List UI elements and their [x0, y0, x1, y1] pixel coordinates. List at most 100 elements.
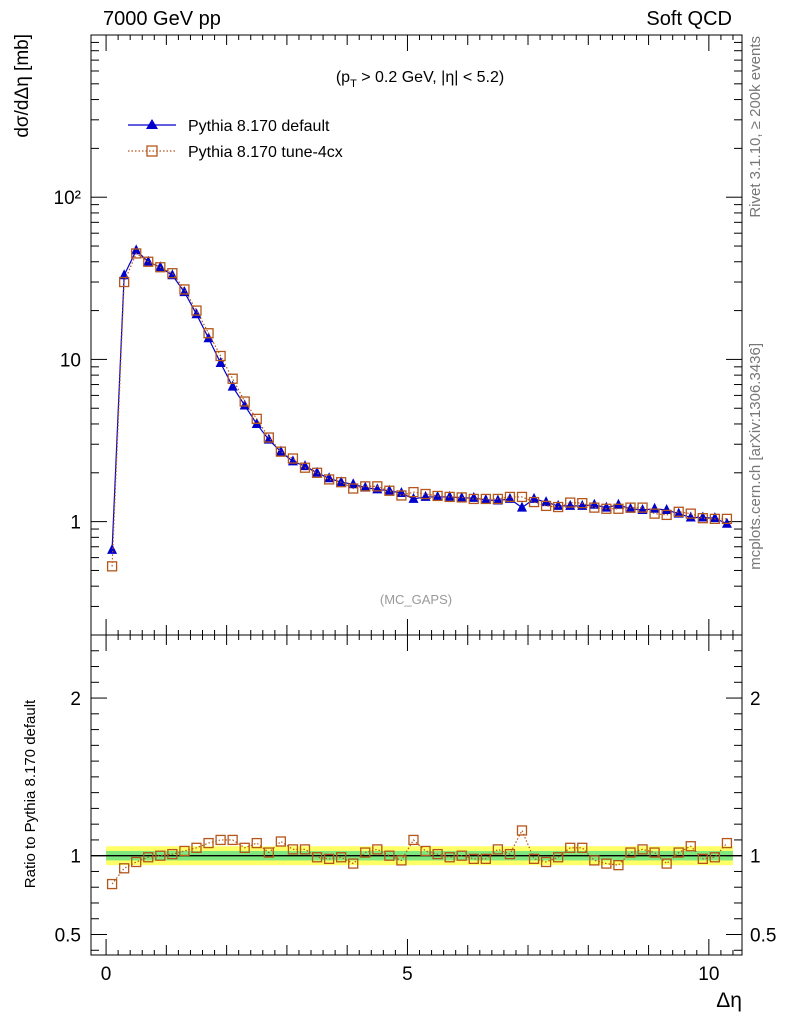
ratio-marker — [263, 847, 274, 858]
marker-tune — [601, 503, 612, 514]
marker-tune — [251, 413, 262, 425]
marker-tune — [167, 268, 178, 279]
ratio-marker — [613, 859, 624, 871]
series-line-0 — [111, 249, 728, 550]
marker-tune — [372, 481, 383, 492]
ratio-marker — [444, 852, 455, 863]
marker-default — [107, 543, 118, 554]
ratio-marker — [336, 852, 347, 863]
marker-tune — [709, 513, 721, 525]
series-main — [106, 244, 733, 572]
axis-ticks: 0 5 10 1 10 10² 0.5 0.5 1 1 2 2 — [54, 35, 776, 985]
ratio-marker — [492, 844, 504, 855]
marker-default — [360, 481, 371, 492]
main-y-axis-label: dσ/dΔη [mb] — [12, 34, 33, 138]
ratio-marker — [528, 853, 540, 864]
marker-default — [263, 433, 274, 444]
ratio-marker — [299, 844, 311, 855]
cut-annotation-open: (p — [336, 69, 350, 86]
header-right-title: Soft QCD — [646, 8, 732, 30]
marker-default — [384, 484, 395, 495]
marker-default — [239, 399, 250, 410]
ratio-y-tick-label-right: 1 — [750, 847, 761, 868]
ratio-marker — [311, 852, 323, 863]
ratio-marker — [456, 850, 467, 861]
ratio-marker — [287, 844, 299, 855]
watermark: (MC_GAPS) — [380, 592, 452, 607]
ratio-marker — [251, 837, 262, 849]
marker-default — [673, 507, 684, 518]
ratio-marker — [420, 845, 431, 857]
marker-tune — [299, 462, 311, 473]
ratio-marker — [649, 847, 660, 858]
marker-tune — [420, 488, 431, 500]
marker-default — [589, 498, 600, 509]
marker-default — [348, 478, 359, 489]
mcplots-side-label: mcplots.cern.ch [arXiv:1306.3436] — [747, 343, 764, 570]
marker-tune — [131, 248, 142, 259]
marker-tune — [613, 503, 624, 514]
ratio-y-axis-label: Ratio to Pythia 8.170 default — [22, 699, 39, 888]
marker-tune — [516, 491, 528, 503]
ratio-plot-frame — [90, 634, 743, 956]
marker-tune — [311, 467, 323, 478]
ratio-marker — [697, 853, 708, 864]
ratio-marker — [384, 850, 395, 861]
marker-default — [649, 502, 660, 513]
ratio-y-tick-label-right: 2 — [750, 689, 761, 710]
legend: Pythia 8.170 default Pythia 8.170 tune-4… — [128, 118, 343, 161]
ratio-marker — [360, 847, 371, 858]
marker-tune — [637, 502, 648, 513]
ratio-marker — [553, 852, 564, 863]
ratio-marker — [203, 837, 214, 849]
ratio-marker — [143, 852, 154, 863]
marker-default — [275, 445, 286, 456]
ratio-marker — [540, 856, 552, 868]
marker-tune — [179, 284, 190, 295]
ratio-marker — [179, 845, 190, 857]
legend-label-default: Pythia 8.170 default — [188, 118, 330, 135]
cut-annotation: (pT > 0.2 GeV, |η| < 5.2) — [336, 69, 504, 90]
ratio-marker — [119, 863, 130, 874]
marker-default — [408, 492, 419, 503]
marker-default — [155, 261, 166, 272]
marker-default — [709, 512, 720, 523]
marker-tune — [553, 501, 564, 513]
x-tick-label: 0 — [101, 964, 112, 985]
marker-tune — [143, 256, 154, 267]
ratio-marker — [601, 858, 612, 869]
legend-marker-tune — [146, 145, 158, 157]
marker-tune — [528, 496, 540, 508]
ratio-marker — [577, 842, 588, 853]
marker-tune — [323, 474, 335, 485]
ratio-y-tick-label-right: 0.5 — [750, 926, 776, 947]
ratio-marker — [227, 834, 238, 846]
ratio-marker — [432, 848, 443, 860]
marker-tune — [287, 453, 299, 464]
marker-tune — [239, 396, 250, 407]
marker-tune — [396, 490, 407, 501]
marker-tune — [565, 497, 576, 508]
ratio-marker — [661, 858, 672, 869]
marker-tune — [444, 491, 455, 503]
ratio-marker — [516, 825, 528, 836]
ratio-marker — [239, 842, 250, 853]
marker-default — [516, 501, 527, 512]
marker-tune — [215, 350, 226, 362]
marker-tune — [577, 497, 588, 509]
ratio-y-tick-label: 1 — [70, 847, 81, 868]
marker-tune — [661, 509, 672, 521]
marker-tune — [106, 561, 118, 572]
ratio-marker — [396, 855, 407, 866]
marker-tune — [456, 492, 467, 503]
marker-tune — [155, 262, 166, 273]
ratio-marker — [372, 844, 383, 855]
marker-default — [287, 455, 298, 466]
ratio-marker — [155, 850, 166, 861]
marker-default — [637, 503, 648, 514]
marker-tune — [384, 485, 395, 496]
ratio-marker — [625, 847, 636, 858]
marker-default — [697, 511, 708, 522]
marker-default — [312, 466, 323, 477]
